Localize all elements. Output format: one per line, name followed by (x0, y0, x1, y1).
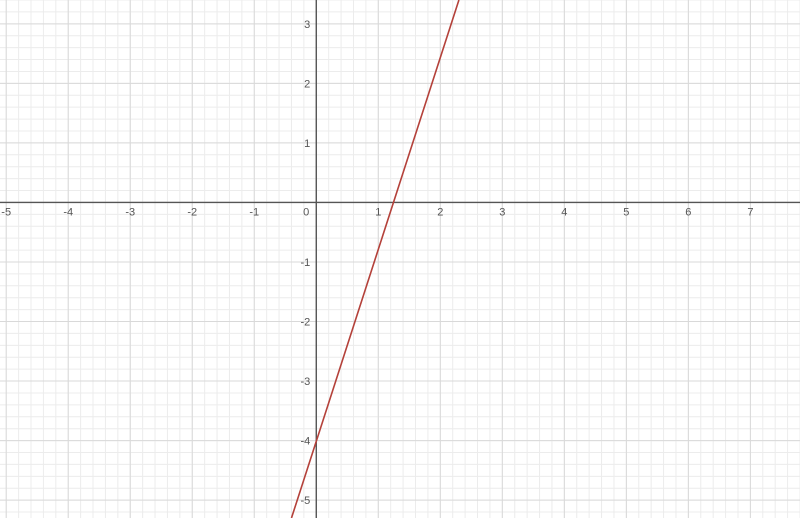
x-tick-label: 6 (685, 206, 691, 218)
x-tick-label: 2 (437, 206, 443, 218)
y-tick-label: -5 (300, 495, 310, 507)
y-tick-label: 3 (304, 19, 310, 31)
x-tick-label: -1 (249, 206, 259, 218)
coordinate-plane-chart: -5 -4 -3 -2 -1 0 1 2 3 4 5 6 7 -5 -4 -3 -2 -1 1 2 3 (0, 0, 800, 518)
y-tick-label: -4 (300, 436, 310, 448)
y-tick-label: -3 (300, 376, 310, 388)
x-tick-label: 1 (375, 206, 381, 218)
x-tick-label: -4 (63, 206, 73, 218)
y-tick-label: -1 (300, 257, 310, 269)
x-tick-label: -2 (187, 206, 197, 218)
x-tick-label: -3 (125, 206, 135, 218)
y-tick-label: 2 (304, 78, 310, 90)
x-tick-label: 4 (561, 206, 567, 218)
x-tick-label: 7 (747, 206, 753, 218)
x-tick-label: -5 (1, 206, 11, 218)
y-tick-label: -2 (300, 317, 310, 329)
x-tick-label: 0 (303, 206, 309, 218)
x-tick-label: 5 (623, 206, 629, 218)
y-tick-label: 1 (304, 138, 310, 150)
x-tick-label: 3 (499, 206, 505, 218)
plot-svg: -5 -4 -3 -2 -1 0 1 2 3 4 5 6 7 -5 -4 -3 -2 -1 1 2 3 (0, 0, 800, 518)
